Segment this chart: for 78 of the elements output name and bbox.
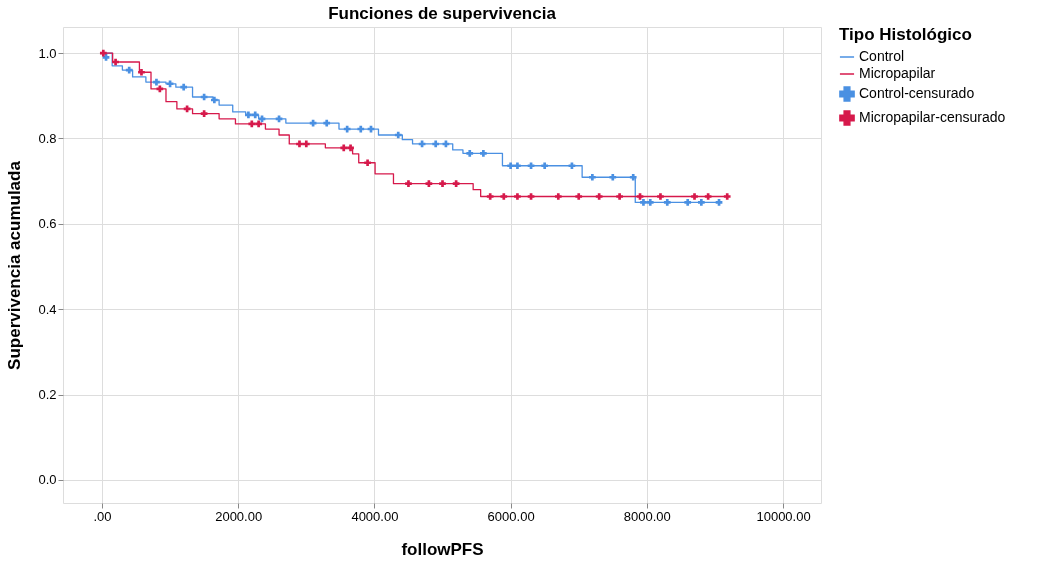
- point: [575, 193, 583, 200]
- point: [691, 193, 698, 200]
- point: [541, 162, 549, 170]
- point: [640, 199, 647, 206]
- point: [663, 199, 671, 206]
- y-tick-label: 0.4: [38, 301, 57, 317]
- point: [439, 180, 446, 188]
- point: [153, 78, 160, 86]
- point: [251, 111, 259, 119]
- y-tick-label: 0.6: [38, 216, 57, 232]
- point: [210, 96, 218, 104]
- point: [486, 193, 494, 200]
- y-tick-label: 0.0: [38, 472, 57, 488]
- point: [568, 162, 576, 170]
- point: [347, 144, 354, 152]
- point: [527, 162, 535, 170]
- x-axis-title: followPFS: [401, 539, 484, 559]
- point: [432, 140, 440, 148]
- point: [514, 193, 521, 200]
- x-tick-label: 4000.00: [351, 508, 399, 524]
- point: [364, 159, 371, 167]
- point: [296, 140, 303, 148]
- point: [684, 199, 692, 206]
- legend-title: Tipo Histológico: [839, 25, 972, 44]
- point: [200, 110, 208, 118]
- point: [357, 125, 365, 133]
- point: [425, 180, 433, 188]
- y-tick-label: 1.0: [38, 45, 57, 61]
- point: [340, 144, 348, 152]
- legend-label: Micropapilar: [859, 65, 936, 81]
- point: [302, 140, 310, 148]
- point: [138, 68, 145, 76]
- point: [112, 58, 119, 66]
- point: [704, 193, 712, 200]
- point: [554, 193, 562, 200]
- point: [527, 193, 535, 200]
- x-tick-label: 6000.00: [487, 508, 535, 524]
- point: [595, 193, 603, 200]
- point: [514, 162, 521, 170]
- point: [394, 131, 402, 139]
- chart-title: Funciones de supervivencia: [328, 4, 557, 23]
- point: [452, 180, 460, 188]
- legend-label: Control: [859, 48, 905, 64]
- point: [125, 66, 133, 74]
- y-tick-label: 0.2: [38, 387, 57, 403]
- point: [480, 150, 487, 157]
- point: [255, 120, 262, 128]
- point: [248, 120, 256, 128]
- point: [616, 193, 623, 200]
- point: [609, 173, 617, 181]
- point: [723, 193, 731, 200]
- x-tick-label: 2000.00: [215, 508, 263, 524]
- x-tick-label: 8000.00: [623, 508, 671, 524]
- point: [245, 111, 252, 119]
- point: [500, 193, 508, 200]
- point: [258, 115, 266, 123]
- legend-label: Micropapilar-censurado: [859, 109, 1006, 125]
- point: [589, 173, 596, 181]
- point: [99, 49, 107, 57]
- point: [657, 193, 664, 200]
- legend-label: Control-censurado: [859, 85, 975, 101]
- point: [697, 199, 705, 206]
- point: [715, 199, 723, 206]
- point: [466, 150, 474, 157]
- y-axis-title: Supervivencia acumulada: [5, 160, 25, 370]
- x-tick-label: 10000.00: [756, 508, 811, 524]
- point: [275, 115, 283, 123]
- point: [507, 162, 514, 170]
- point: [646, 199, 654, 206]
- point: [629, 173, 637, 181]
- x-tick-label: .00: [93, 508, 112, 524]
- point: [636, 193, 644, 200]
- y-tick-label: 0.8: [38, 130, 57, 146]
- point: [166, 80, 174, 88]
- point: [180, 83, 188, 91]
- point: [405, 180, 412, 188]
- point: [323, 119, 331, 127]
- point: [102, 53, 110, 61]
